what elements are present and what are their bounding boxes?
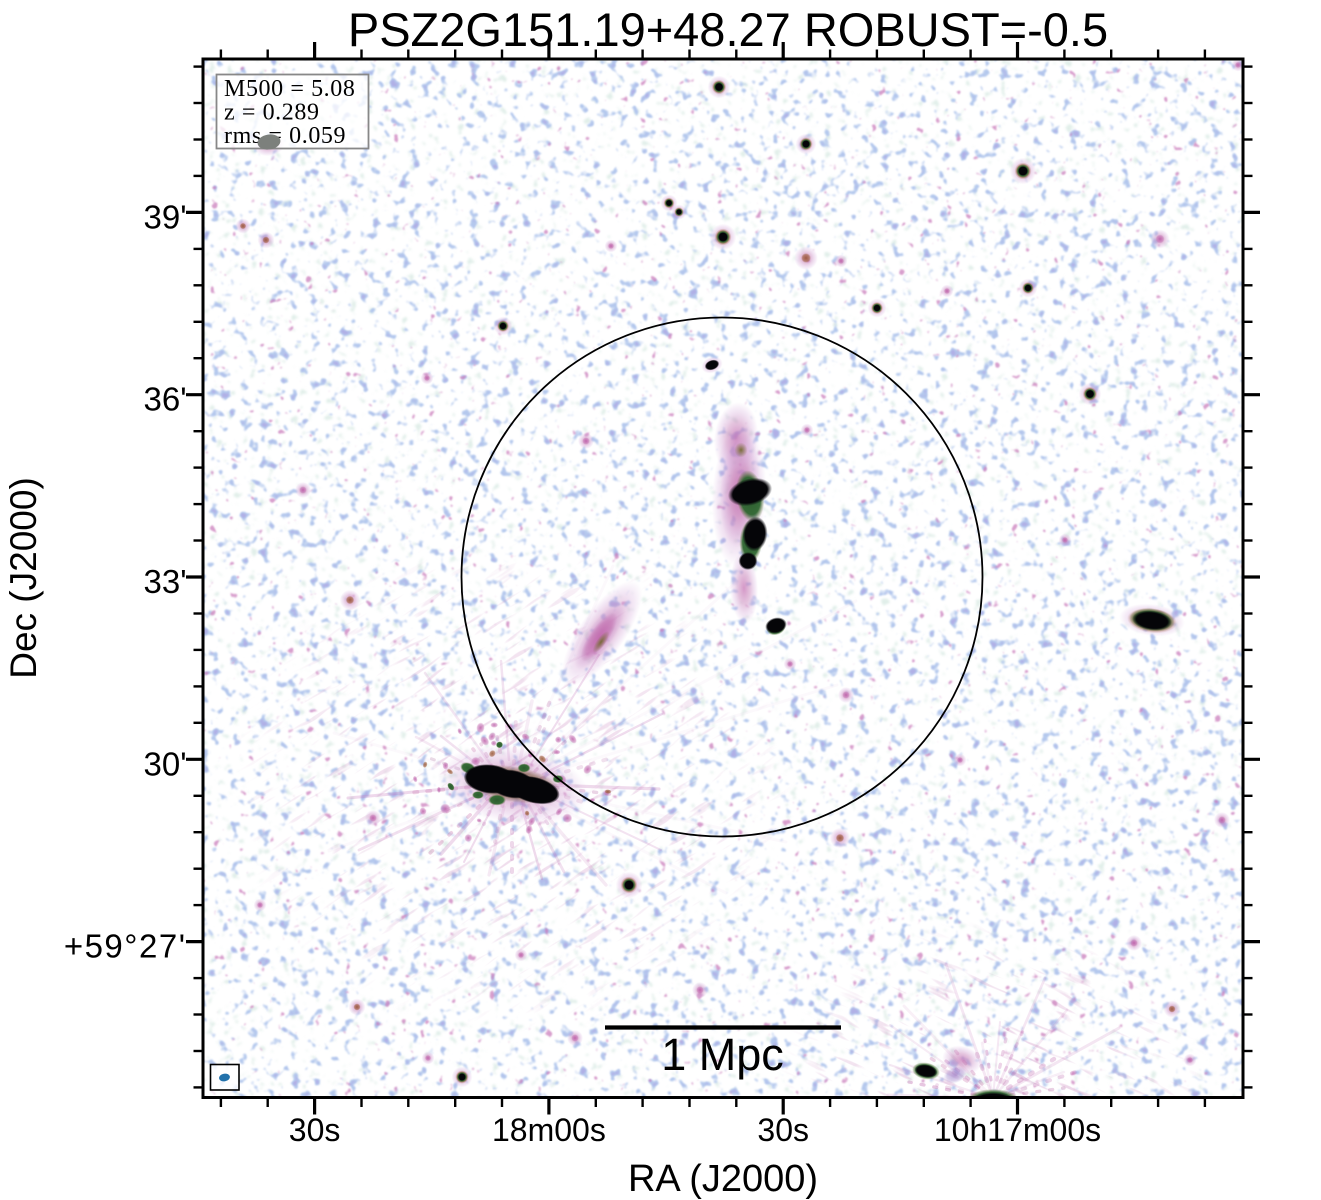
svg-text:M500 = 5.08: M500 = 5.08: [224, 76, 355, 102]
svg-text:PSZ2G151.19+48.27 ROBUST=-0.5: PSZ2G151.19+48.27 ROBUST=-0.5: [348, 3, 1108, 56]
svg-text:+59°27': +59°27': [64, 928, 187, 965]
svg-text:1 Mpc: 1 Mpc: [661, 1029, 784, 1080]
svg-text:30': 30': [143, 745, 186, 782]
svg-text:33': 33': [143, 563, 186, 600]
svg-text:39': 39': [143, 198, 186, 235]
svg-text:18m00s: 18m00s: [492, 1112, 606, 1148]
svg-text:Dec (J2000): Dec (J2000): [3, 477, 44, 679]
svg-text:30s: 30s: [289, 1112, 341, 1148]
svg-text:rms = 0.059: rms = 0.059: [224, 123, 346, 149]
svg-text:z = 0.289: z = 0.289: [224, 100, 320, 126]
svg-text:10h17m00s: 10h17m00s: [934, 1112, 1101, 1148]
svg-text:36': 36': [143, 381, 186, 418]
svg-text:30s: 30s: [757, 1112, 809, 1148]
svg-text:RA (J2000): RA (J2000): [628, 1158, 818, 1200]
